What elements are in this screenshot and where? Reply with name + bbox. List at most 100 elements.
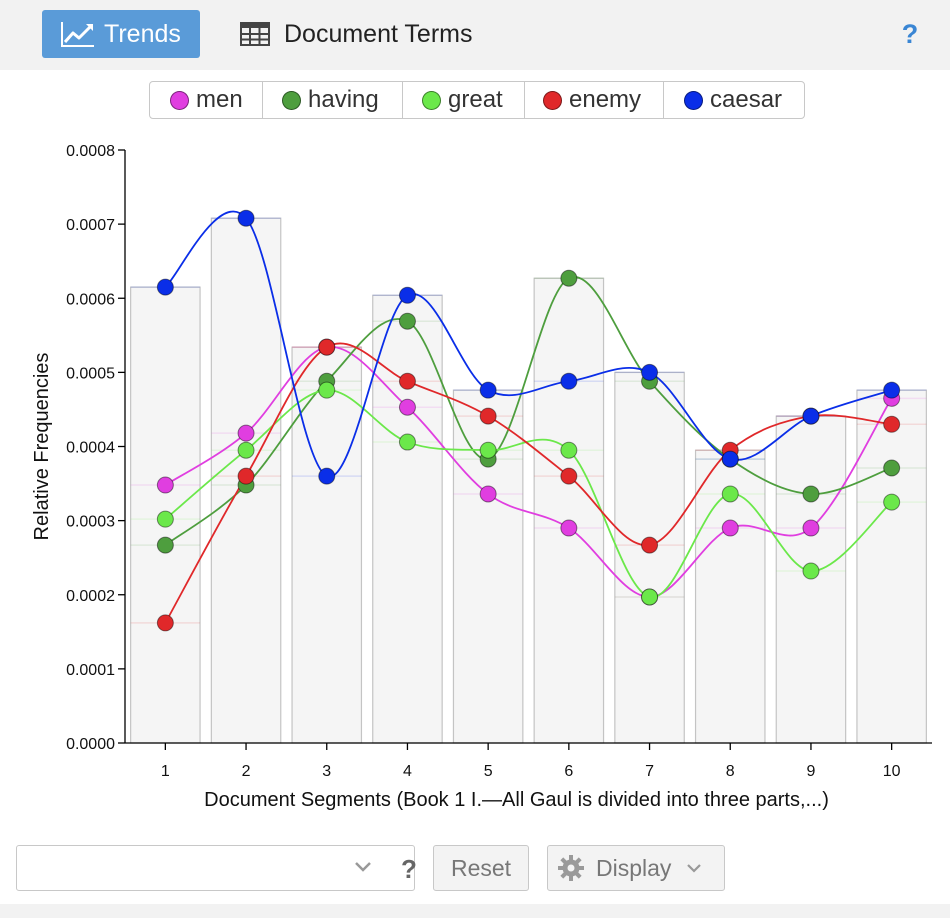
data-point-having	[398, 312, 416, 330]
legend-item-caesar[interactable]: caesar	[664, 82, 804, 118]
y-tick-label: 0.0004	[66, 440, 115, 457]
term-search-combobox[interactable]: ?	[16, 845, 417, 891]
legend-swatch	[170, 90, 189, 110]
y-tick-label: 0.0007	[66, 217, 115, 234]
data-point-great	[802, 562, 820, 580]
x-tick-label: 3	[322, 763, 331, 780]
tab-document-terms[interactable]: Document Terms	[240, 10, 473, 58]
data-point-enemy	[318, 338, 336, 356]
top-toolbar: Trends Document Terms ?	[0, 0, 950, 70]
data-point-caesar	[802, 407, 820, 425]
legend-swatch	[282, 90, 301, 110]
segment-bar	[372, 294, 443, 744]
data-point-having	[802, 485, 820, 503]
data-point-great	[641, 588, 659, 606]
table-grid-icon	[240, 22, 270, 46]
display-button-label: Display	[596, 854, 672, 881]
data-point-men	[237, 424, 255, 442]
legend-item-having[interactable]: having	[263, 82, 403, 118]
y-tick-label: 0.0001	[66, 662, 115, 679]
help-icon[interactable]: ?	[901, 19, 919, 49]
tab-trends-label: Trends	[104, 19, 181, 48]
data-point-great	[560, 441, 578, 459]
legend-label: men	[196, 86, 243, 113]
reset-button-label: Reset	[450, 854, 512, 881]
data-point-caesar	[318, 467, 336, 485]
x-tick-label: 1	[161, 763, 170, 780]
x-tick-label: 10	[883, 763, 901, 780]
data-point-caesar	[883, 381, 901, 399]
y-tick-label: 0.0006	[66, 291, 115, 308]
data-point-great	[398, 433, 416, 451]
data-point-caesar	[237, 209, 255, 227]
data-point-caesar	[641, 363, 659, 381]
data-point-men	[560, 519, 578, 537]
y-tick-label: 0.0000	[66, 736, 115, 753]
tab-document-terms-label: Document Terms	[284, 19, 473, 48]
legend-label: having	[308, 86, 379, 113]
gear-icon	[558, 855, 584, 881]
y-tick-label: 0.0002	[66, 588, 115, 605]
legend-swatch	[684, 90, 703, 110]
legend-swatch	[543, 90, 562, 110]
series-line-great	[164, 389, 893, 598]
data-point-enemy	[237, 467, 255, 485]
data-point-enemy	[560, 467, 578, 485]
data-point-caesar	[721, 450, 739, 468]
data-point-great	[479, 441, 497, 459]
y-axis-label: Relative Frequencies	[31, 353, 53, 541]
data-point-great	[318, 381, 336, 399]
display-button[interactable]: Display	[547, 845, 725, 891]
data-point-great	[883, 493, 901, 511]
data-point-caesar	[156, 278, 174, 296]
series-line-having	[164, 276, 892, 546]
x-tick-label: 4	[403, 763, 412, 780]
reset-button[interactable]: Reset	[433, 845, 529, 891]
bottom-bar	[0, 904, 950, 918]
data-point-men	[721, 519, 739, 537]
data-point-caesar	[560, 372, 578, 390]
segment-bar	[775, 415, 847, 744]
legend-label: caesar	[710, 86, 783, 113]
data-point-men	[156, 476, 174, 494]
series-line-enemy	[164, 342, 892, 624]
legend-item-enemy[interactable]: enemy	[525, 82, 664, 118]
data-point-men	[398, 398, 416, 416]
x-tick-label: 7	[645, 763, 654, 780]
chart-legend: men having great enemy caesar	[149, 81, 805, 119]
data-point-great	[721, 485, 739, 503]
chevron-down-icon[interactable]	[353, 860, 373, 874]
x-tick-label: 9	[806, 763, 815, 780]
legend-label: enemy	[569, 86, 642, 113]
x-tick-label: 6	[564, 763, 573, 780]
legend-item-great[interactable]: great	[403, 82, 525, 118]
data-point-men	[479, 485, 497, 503]
line-chart-icon	[61, 22, 94, 47]
x-tick-label: 5	[484, 763, 493, 780]
legend-swatch	[422, 90, 441, 110]
data-point-enemy	[641, 536, 659, 554]
segment-bar	[533, 277, 605, 744]
series-point-layer	[156, 209, 901, 632]
data-point-enemy	[156, 614, 174, 632]
segment-bar	[291, 346, 363, 744]
x-tick-label: 8	[726, 763, 735, 780]
legend-label: great	[448, 86, 503, 113]
data-point-enemy	[883, 415, 901, 433]
term-search-input[interactable]	[23, 854, 327, 884]
question-mark-icon[interactable]: ?	[401, 854, 417, 884]
x-tick-label: 2	[242, 763, 251, 780]
data-point-enemy	[398, 372, 416, 390]
data-point-enemy	[479, 407, 497, 425]
y-tick-label: 0.0005	[66, 365, 115, 382]
x-axis-label: Document Segments (Book 1 I.—All Gaul is…	[204, 789, 829, 811]
data-point-caesar	[479, 381, 497, 399]
legend-item-men[interactable]: men	[150, 82, 263, 118]
data-point-having	[560, 269, 578, 287]
y-tick-label: 0.0003	[66, 514, 115, 531]
tab-trends[interactable]: Trends	[42, 10, 200, 58]
chevron-down-icon	[687, 864, 702, 873]
data-point-caesar	[398, 286, 416, 304]
data-point-great	[156, 510, 174, 528]
data-point-men	[802, 519, 820, 537]
